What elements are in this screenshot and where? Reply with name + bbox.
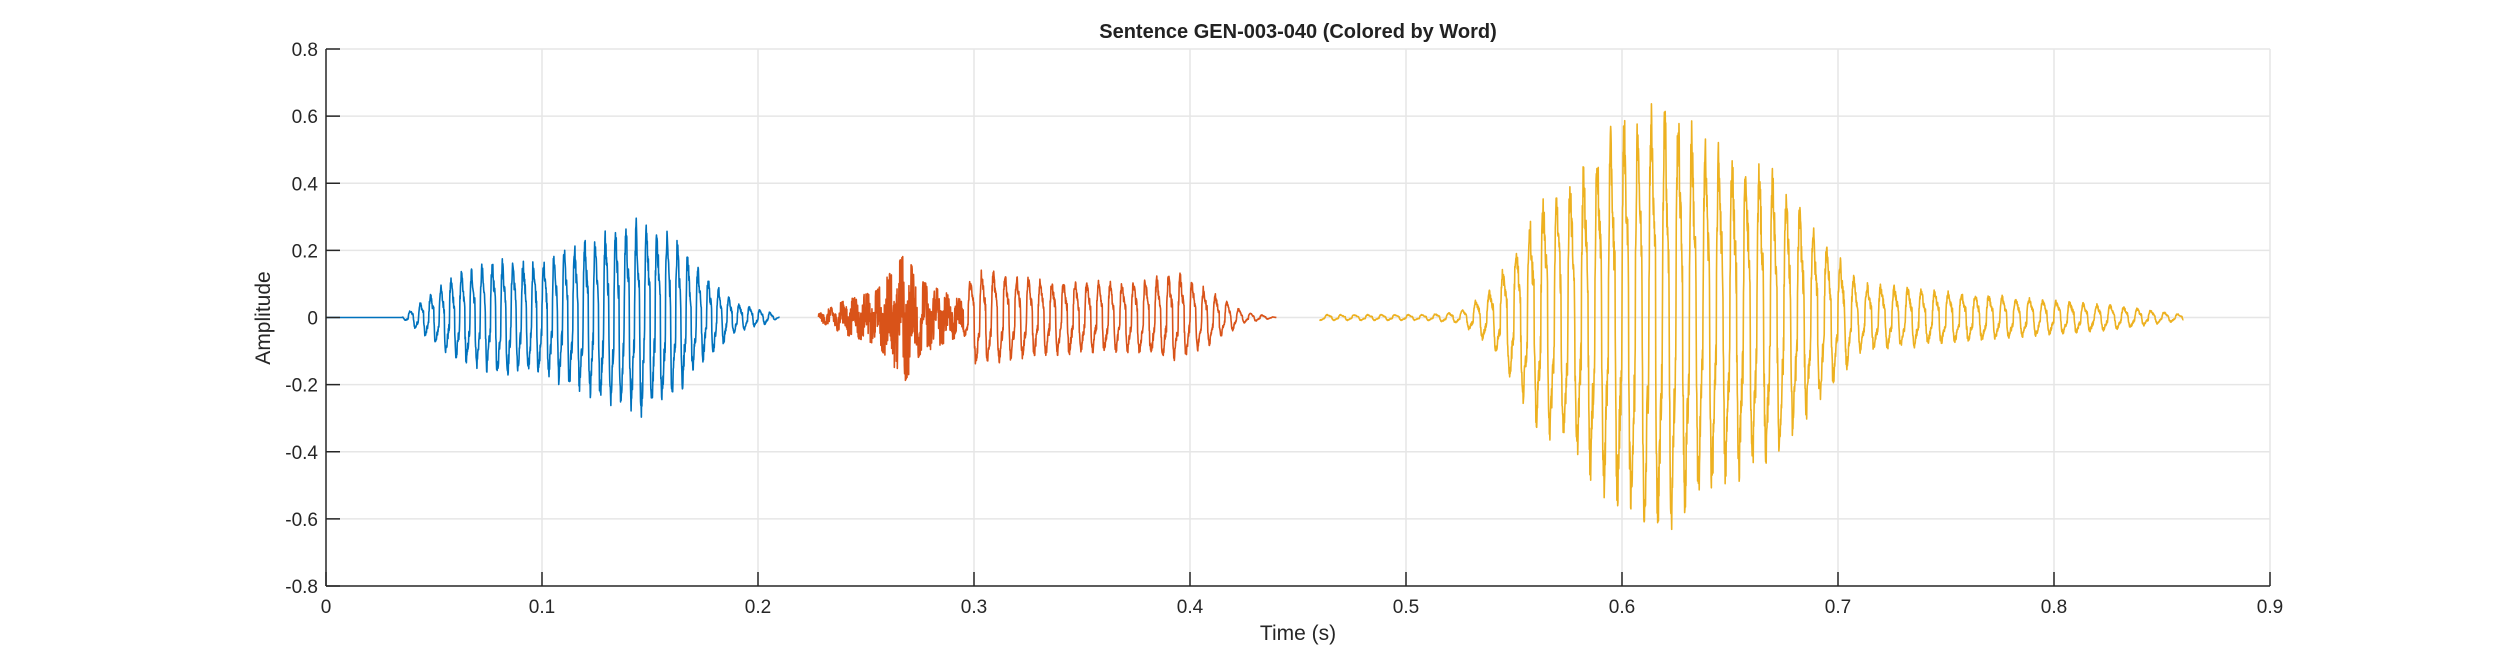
x-tick-label: 0.5 bbox=[1393, 597, 1419, 618]
y-tick-label: -0.6 bbox=[285, 510, 318, 531]
y-tick-label: 0 bbox=[307, 309, 318, 330]
y-tick-label: 0.8 bbox=[292, 40, 318, 61]
tick-labels: 0 0.1 0.2 0.3 0.4 0.5 0.6 0.7 0.8 0.9 -0.8 -0.6 -0.4… bbox=[285, 40, 2283, 618]
x-tick-label: 0.1 bbox=[529, 597, 555, 618]
y-tick-label: -0.2 bbox=[285, 376, 318, 397]
y-tick-label: -0.4 bbox=[285, 443, 318, 464]
y-tick-label: 0.6 bbox=[292, 107, 318, 128]
series-layer bbox=[325, 103, 2184, 531]
x-tick-label: 0.4 bbox=[1177, 597, 1204, 618]
y-tick-label: 0.4 bbox=[292, 174, 319, 195]
y-axis-label: Amplitude bbox=[252, 271, 275, 364]
x-tick-label: 0.6 bbox=[1609, 597, 1635, 618]
x-axis-label: Time (s) bbox=[1260, 622, 1336, 645]
chart-title: Sentence GEN-003-040 (Colored by Word) bbox=[1099, 21, 1497, 43]
x-tick-label: 0.2 bbox=[745, 597, 771, 618]
x-tick-label: 0.3 bbox=[961, 597, 987, 618]
x-tick-label: 0.9 bbox=[2257, 597, 2283, 618]
y-tick-label: -0.8 bbox=[285, 577, 318, 598]
x-tick-label: 0 bbox=[321, 597, 332, 618]
axes bbox=[325, 48, 2271, 587]
x-tick-label: 0.7 bbox=[1825, 597, 1851, 618]
x-tick-label: 0.8 bbox=[2041, 597, 2067, 618]
series-line-2 bbox=[817, 255, 1277, 382]
series-line-3 bbox=[1319, 103, 2184, 531]
y-tick-label: 0.2 bbox=[292, 241, 318, 262]
series-line-1 bbox=[325, 217, 781, 418]
